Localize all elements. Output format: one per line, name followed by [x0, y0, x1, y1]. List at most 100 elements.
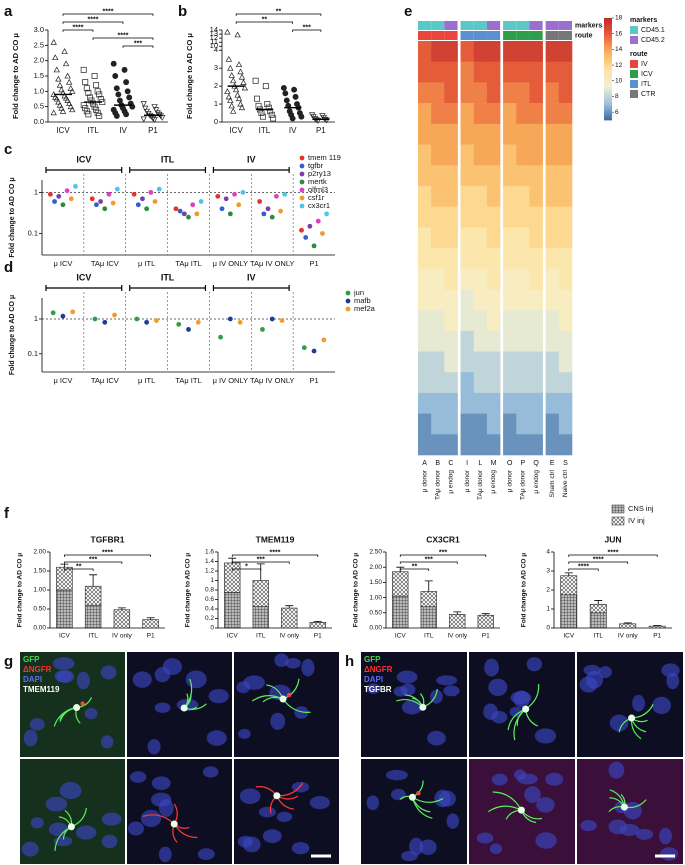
- nucleus: [258, 806, 277, 818]
- heatmap-cell: [418, 289, 432, 311]
- x-tick-label: ICV: [229, 126, 243, 135]
- data-point: [53, 66, 60, 73]
- significance-label: ***: [425, 556, 433, 563]
- nucleus: [202, 766, 219, 778]
- data-point: [311, 243, 317, 249]
- heatmap-cell: [418, 41, 432, 62]
- data-point: [112, 73, 119, 79]
- heatmap-cell: [545, 310, 560, 332]
- nucleus: [659, 827, 672, 845]
- colorbar-step: [604, 51, 612, 55]
- nucleus: [535, 832, 557, 849]
- heatmap-cell: [473, 330, 488, 352]
- bar-segment: [113, 609, 131, 629]
- heatmap-cell: [486, 41, 501, 62]
- heatmap-cell: [558, 248, 573, 269]
- data-point: [64, 188, 70, 194]
- cell-body: [522, 705, 530, 713]
- heatmap-cell: [418, 392, 432, 414]
- heatmap-cell: [444, 351, 458, 373]
- significance-bracket: [231, 568, 262, 571]
- legend-label: mafb: [354, 296, 371, 305]
- data-point: [70, 309, 76, 315]
- error-bar: [594, 600, 603, 605]
- colorbar-step: [604, 97, 612, 100]
- data-point: [186, 327, 191, 332]
- y-tick-label: 0.5: [34, 102, 44, 111]
- heatmap-cell: [529, 413, 543, 435]
- column-label: μ endog: [490, 470, 497, 494]
- panel-letter: b: [178, 3, 187, 20]
- heatmap-cell: [545, 165, 560, 187]
- heatmap-cell: [460, 82, 475, 104]
- y-tick-label: 2: [214, 81, 218, 90]
- nucleus: [197, 848, 215, 861]
- group-label: ITL: [161, 272, 175, 282]
- heatmap-cell: [431, 165, 445, 187]
- significance-bracket: [231, 554, 319, 557]
- heatmap-cell: [545, 392, 560, 414]
- colorbar-label: 10: [615, 77, 623, 84]
- heatmap-cell: [503, 165, 517, 187]
- heatmap-cell: [516, 41, 530, 62]
- data-point: [69, 88, 76, 94]
- nucleus: [52, 657, 75, 671]
- data-point: [90, 100, 96, 107]
- annotation-cell: [431, 21, 445, 30]
- error-bar: [256, 563, 265, 581]
- error-bar: [653, 625, 662, 627]
- x-tick-label: μ IV ONLY: [213, 259, 248, 268]
- nucleus: [580, 820, 597, 832]
- channel-label: ΔNGFR: [23, 665, 52, 674]
- colorbar-step: [604, 30, 612, 34]
- nucleus: [291, 842, 310, 855]
- heatmap-cell: [444, 434, 458, 456]
- legend-swatch: [630, 26, 638, 34]
- data-point: [126, 94, 133, 101]
- nucleus: [301, 658, 315, 677]
- data-point: [148, 114, 155, 120]
- data-point: [268, 111, 275, 118]
- y-axis-label: Fold change to AD CO μ: [353, 553, 360, 628]
- x-tick-label: ITL: [594, 633, 604, 640]
- colorbar-step: [604, 58, 612, 62]
- panel-letter: a: [4, 3, 13, 20]
- heatmap-cell: [529, 227, 543, 249]
- data-point: [264, 101, 271, 108]
- nucleus: [158, 846, 172, 863]
- group-bracket: [212, 167, 290, 173]
- heatmap-cell: [503, 61, 517, 83]
- x-tick-label: IV only: [279, 633, 300, 640]
- panel-letter: c: [4, 141, 12, 158]
- heatmap-cell: [516, 206, 530, 228]
- heatmap-cell: [473, 227, 488, 249]
- nucleus: [101, 834, 118, 849]
- y-tick-label: 1.00: [369, 594, 382, 601]
- x-tick-label: P1: [314, 633, 322, 640]
- bar-segment: [56, 589, 73, 629]
- data-point: [227, 316, 233, 322]
- data-point: [308, 112, 316, 119]
- y-tick-label: 0.4: [205, 606, 214, 613]
- y-tick-label: 0.00: [33, 625, 46, 632]
- y-tick-label: 0: [214, 117, 218, 126]
- significance-label: ***: [439, 549, 447, 556]
- data-point: [232, 86, 240, 93]
- nucleus: [366, 683, 381, 694]
- nucleus: [127, 821, 144, 836]
- heatmap-cell: [558, 351, 573, 373]
- nucleus: [206, 730, 227, 746]
- data-point: [61, 48, 68, 54]
- colorbar-step: [604, 18, 612, 21]
- channel-label: DAPI: [23, 675, 42, 684]
- legend-swatch: [630, 70, 638, 78]
- data-point: [235, 95, 243, 102]
- heatmap-cell: [503, 206, 517, 228]
- nucleus: [23, 729, 38, 747]
- heatmap-cell: [545, 413, 560, 435]
- nucleus: [524, 786, 541, 803]
- heatmap-cell: [486, 330, 501, 352]
- bar-segment: [224, 592, 241, 629]
- marker-signal: [80, 701, 85, 706]
- data-point: [85, 111, 92, 118]
